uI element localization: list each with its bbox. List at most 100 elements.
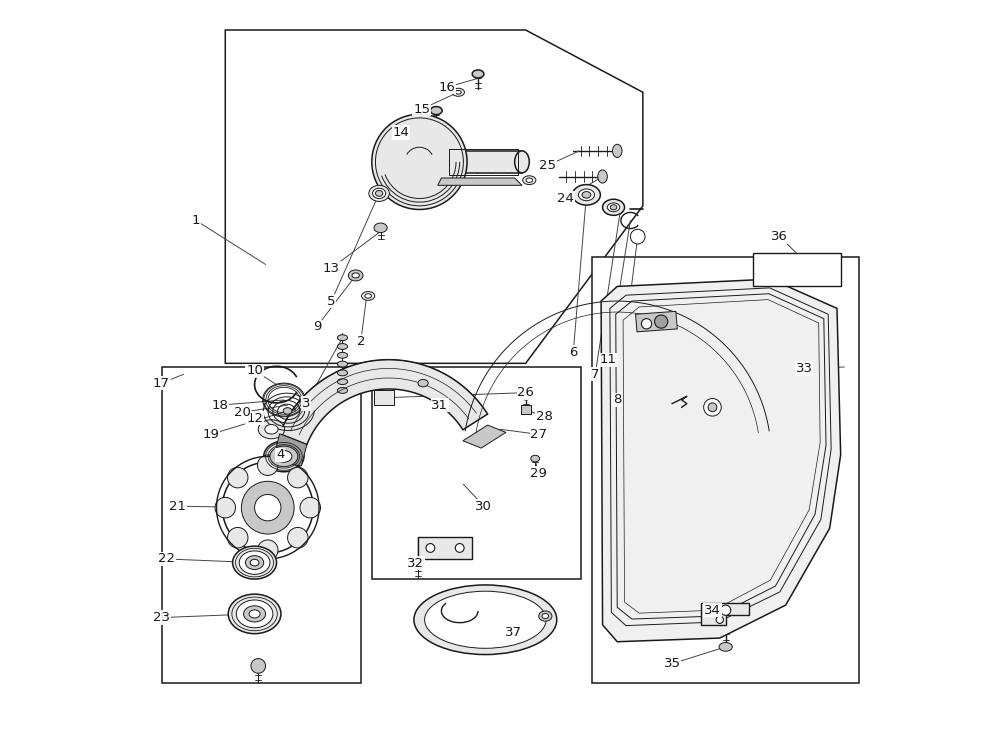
Polygon shape (438, 178, 522, 185)
Ellipse shape (375, 190, 383, 196)
Text: 7: 7 (591, 368, 599, 381)
Ellipse shape (610, 205, 617, 210)
Polygon shape (272, 434, 307, 466)
Circle shape (641, 319, 652, 329)
Circle shape (716, 616, 723, 623)
Ellipse shape (425, 591, 546, 648)
Text: 28: 28 (536, 410, 552, 424)
Ellipse shape (250, 559, 259, 566)
Polygon shape (753, 253, 841, 286)
Text: 35: 35 (664, 657, 681, 670)
Ellipse shape (337, 352, 348, 358)
Ellipse shape (612, 145, 622, 158)
Text: 19: 19 (202, 428, 219, 441)
Ellipse shape (414, 585, 557, 655)
Circle shape (288, 468, 308, 488)
Text: 9: 9 (313, 320, 321, 333)
Text: 33: 33 (796, 362, 813, 375)
Text: 20: 20 (234, 406, 251, 419)
Text: 2: 2 (357, 335, 365, 348)
Text: 1: 1 (192, 214, 200, 227)
Ellipse shape (578, 189, 595, 200)
Text: 36: 36 (771, 230, 788, 243)
Ellipse shape (348, 270, 363, 281)
Text: 32: 32 (407, 557, 424, 570)
Ellipse shape (249, 610, 260, 618)
Polygon shape (162, 367, 361, 683)
Text: 17: 17 (153, 377, 170, 390)
Text: 30: 30 (475, 500, 492, 512)
Polygon shape (225, 30, 643, 363)
Ellipse shape (337, 361, 348, 367)
Ellipse shape (472, 70, 484, 78)
Text: 8: 8 (613, 393, 621, 407)
Ellipse shape (542, 614, 549, 619)
Text: 23: 23 (153, 611, 170, 624)
Text: 18: 18 (212, 399, 229, 412)
Text: 3: 3 (302, 397, 310, 410)
Ellipse shape (233, 546, 277, 579)
Ellipse shape (521, 393, 531, 400)
Ellipse shape (236, 600, 273, 628)
Circle shape (255, 495, 281, 521)
Text: 5: 5 (327, 294, 336, 308)
Text: 16: 16 (439, 81, 456, 94)
Ellipse shape (373, 188, 386, 198)
Text: 14: 14 (393, 126, 410, 139)
Polygon shape (418, 537, 472, 559)
Circle shape (300, 498, 321, 518)
Ellipse shape (337, 370, 348, 376)
Polygon shape (372, 367, 581, 579)
Ellipse shape (239, 551, 270, 574)
Ellipse shape (270, 446, 298, 467)
Text: 34: 34 (704, 604, 721, 617)
Circle shape (215, 498, 236, 518)
Circle shape (251, 658, 266, 673)
Ellipse shape (337, 335, 348, 341)
Text: 15: 15 (413, 103, 430, 116)
Ellipse shape (245, 556, 264, 570)
Text: 22: 22 (158, 553, 175, 565)
Text: 6: 6 (569, 346, 577, 359)
Ellipse shape (228, 594, 281, 633)
Text: 25: 25 (539, 159, 556, 172)
Text: 29: 29 (530, 467, 547, 480)
Circle shape (222, 462, 313, 553)
Polygon shape (592, 257, 859, 683)
Ellipse shape (582, 192, 591, 198)
Ellipse shape (276, 451, 292, 462)
Ellipse shape (352, 273, 359, 278)
Ellipse shape (515, 151, 529, 173)
Ellipse shape (265, 424, 278, 434)
Polygon shape (521, 405, 531, 414)
Circle shape (704, 399, 721, 416)
Circle shape (655, 315, 668, 328)
Ellipse shape (258, 420, 285, 439)
Text: 31: 31 (431, 399, 448, 412)
Ellipse shape (523, 175, 536, 184)
Ellipse shape (374, 223, 387, 233)
Text: 10: 10 (246, 364, 263, 377)
Text: 11: 11 (600, 353, 617, 366)
Polygon shape (601, 279, 841, 642)
Text: 12: 12 (246, 412, 263, 425)
Ellipse shape (264, 441, 304, 472)
Polygon shape (463, 425, 506, 448)
Ellipse shape (526, 178, 533, 182)
Circle shape (241, 482, 294, 534)
Circle shape (708, 403, 717, 412)
Text: 27: 27 (530, 428, 547, 441)
Ellipse shape (598, 170, 607, 183)
Circle shape (227, 468, 248, 488)
Ellipse shape (452, 88, 464, 96)
Text: 13: 13 (323, 261, 340, 275)
Polygon shape (701, 603, 749, 625)
Ellipse shape (430, 106, 442, 115)
Ellipse shape (337, 379, 348, 385)
Polygon shape (280, 360, 488, 445)
Ellipse shape (369, 185, 389, 201)
Ellipse shape (283, 407, 292, 414)
Ellipse shape (531, 455, 540, 462)
Circle shape (426, 544, 435, 553)
Text: 24: 24 (557, 192, 574, 205)
